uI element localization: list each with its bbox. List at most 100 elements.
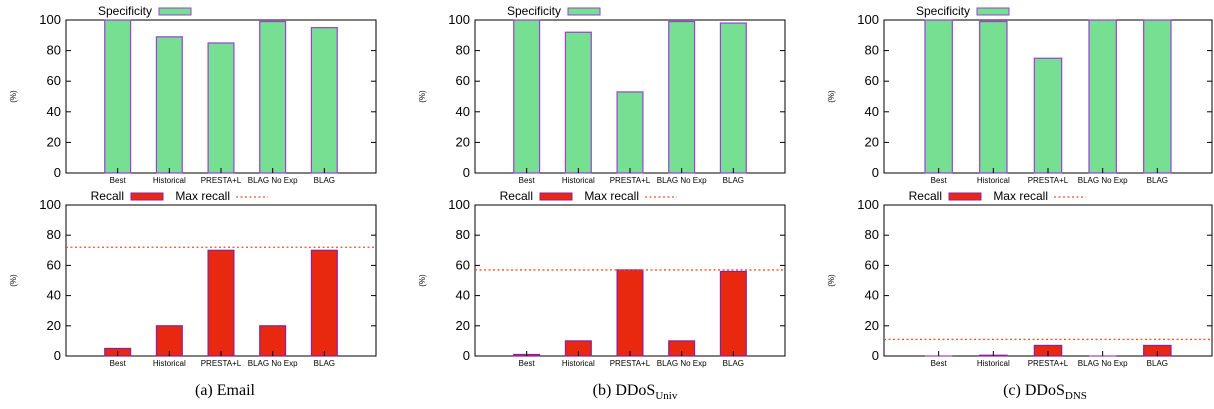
panel-c-bottom-legend-max-recall-label: Max recall: [993, 189, 1048, 203]
caption-b: (b) DDoSUniv: [470, 382, 800, 404]
panel-b-bottom-legend-recall-label: Recall: [500, 189, 533, 203]
panel-c-top-legend-specificity-label: Specificity: [916, 4, 970, 18]
panel-c-bottom-ytick-label-80: 80: [865, 227, 879, 242]
panel-c-top-ytick-label-40: 40: [865, 104, 879, 119]
panel-c-bottom-y-axis-label: (%): [827, 274, 836, 287]
panel-a-top-xtick-label-1: Historical: [153, 176, 186, 185]
panel-a-top: 0 20 40 60 80 100 (%) Best Historical PRESTA+L BLA…: [9, 4, 377, 185]
panel-b-top: 0 20 40 60 80 100 (%) Best Historical PRESTA+L BLA…: [418, 4, 786, 185]
panel-c-bottom-legend: Recall Max recall: [909, 189, 1086, 203]
panel-c-bottom-ytick-label-0: 0: [872, 348, 879, 363]
panel-c-top-bar-1: [979, 20, 1008, 174]
panel-a-bottom-ytick-label-40: 40: [47, 288, 61, 303]
caption-c-sub: DNS: [1064, 390, 1087, 403]
panel-c-top-bar-0: [924, 19, 953, 174]
panel-b-top-ytick-label-100: 100: [448, 12, 470, 27]
panel-c-bottom-ytick-label-20: 20: [865, 318, 879, 333]
panel-b-top-bar-0: [513, 19, 541, 174]
panel-c-bottom-xtick-label-3: BLAG No Exp: [1078, 359, 1128, 368]
caption-b-prefix: (b): [592, 382, 612, 399]
panel-c-bottom-ytick-label-100: 100: [857, 197, 879, 212]
panel-b-top-bar-1: [564, 31, 592, 174]
panel-a-bottom-xtick-label-4: BLAG: [314, 359, 335, 368]
panel-b-bottom-legend-recall-swatch: [539, 192, 573, 201]
panel-a-bottom-legend-recall-swatch: [130, 192, 164, 201]
panel-b-bottom-legend-max-recall-label: Max recall: [584, 189, 639, 203]
panel-a-bottom-y-axis-label: (%): [9, 274, 18, 287]
panel-c-top-ytick-label-100: 100: [857, 12, 879, 27]
panel-c-bottom-legend-recall-label: Recall: [909, 189, 942, 203]
panel-c-top-xtick-label-4: BLAG: [1147, 176, 1168, 185]
panel-b-top-legend-specificity-label: Specificity: [507, 4, 561, 18]
panel-c-top-xtick-label-2: PRESTA+L: [1028, 176, 1069, 185]
panel-a-bottom-xtick-label-3: BLAG No Exp: [248, 359, 298, 368]
panel-a-bottom-xtick-label-0: Best: [110, 359, 127, 368]
panel-a-bottom-ytick-label-80: 80: [47, 227, 61, 242]
panel-a-top-bar-4: [310, 27, 338, 174]
panel-c-top: 0 20 40 60 80 100 (%) Best Historical PRESTA+L BLA…: [827, 4, 1213, 185]
panel-a-top-bar-0: [104, 19, 132, 174]
panel-c-top-ytick-label-80: 80: [865, 43, 879, 58]
panel-c-top-xtick-label-3: BLAG No Exp: [1078, 176, 1128, 185]
panel-b-bottom-ytick-label-60: 60: [456, 257, 470, 272]
panel-a-top-bar-2: [207, 42, 235, 174]
panel-a-top-xtick-label-0: Best: [110, 176, 127, 185]
panel-c-bottom: 0 20 40 60 80 100 (%) Best Historical PRESTA+L BLA…: [827, 189, 1213, 368]
panel-a-bottom-bar-1: [155, 325, 183, 357]
panel-a-bottom-bar-4: [310, 249, 338, 357]
panel-b-top-ytick-label-20: 20: [456, 134, 470, 149]
panel-c-top-xtick-label-0: Best: [931, 176, 948, 185]
panel-b-bottom-ytick-label-20: 20: [456, 318, 470, 333]
panel-c-bottom-ytick-label-40: 40: [865, 288, 879, 303]
panel-a-top-ytick-label-80: 80: [47, 43, 61, 58]
panel-a-bottom-legend-recall-label: Recall: [91, 189, 124, 203]
caption-b-sub: Univ: [655, 390, 678, 403]
panel-b-top-ytick-label-40: 40: [456, 104, 470, 119]
panel-c-bottom-xtick-label-2: PRESTA+L: [1028, 359, 1069, 368]
panel-b-bottom-xtick-label-1: Historical: [562, 359, 595, 368]
panel-b-top-xtick-label-0: Best: [519, 176, 536, 185]
panel-c-top-bar-2: [1033, 57, 1063, 174]
panel-b-bottom-xtick-label-4: BLAG: [723, 359, 744, 368]
panel-b-top-ytick-label-0: 0: [463, 165, 470, 180]
caption-c-prefix: (c): [1003, 382, 1021, 399]
panel-c-top-bar-4: [1143, 19, 1172, 174]
panel-b-top-bar-4: [719, 22, 747, 174]
panel-c-bottom-plot-frame: [883, 204, 1213, 357]
panel-a-top-bar-1: [155, 36, 183, 174]
panel-a-top-y-axis-label: (%): [9, 90, 18, 103]
panel-b-bottom-bar-4: [719, 270, 747, 357]
panel-c-bottom-xtick-label-0: Best: [931, 359, 948, 368]
panel-b-bottom-ytick-label-100: 100: [448, 197, 470, 212]
panel-a-top-ytick-label-40: 40: [47, 104, 61, 119]
panel-a-bottom-xtick-label-1: Historical: [153, 359, 186, 368]
panel-b-bottom-ytick-label-0: 0: [463, 348, 470, 363]
panel-b-top-ytick-label-80: 80: [456, 43, 470, 58]
panel-b-top-bar-3: [668, 20, 696, 174]
caption-a-text: Email: [216, 382, 255, 399]
panel-b-bottom-xtick-label-0: Best: [519, 359, 536, 368]
panel-c-top-ytick-label-0: 0: [872, 165, 879, 180]
panel-a-top-xtick-label-3: BLAG No Exp: [248, 176, 298, 185]
panel-a-top-legend-specificity-label: Specificity: [98, 4, 152, 18]
panel-a-top-legend: Specificity: [98, 4, 192, 18]
panel-b-bottom-ytick-label-40: 40: [456, 288, 470, 303]
panel-a-bottom: 0 20 40 60 80 100 (%) Best Historical PRESTA+L BLA…: [9, 189, 377, 368]
panel-c-bottom-xtick-label-4: BLAG: [1147, 359, 1168, 368]
panel-a-bottom-ytick-label-60: 60: [47, 257, 61, 272]
panel-c-bottom-ytick-label-60: 60: [865, 257, 879, 272]
panel-c-top-legend: Specificity: [916, 4, 1010, 18]
panel-b-bottom-xtick-label-2: PRESTA+L: [610, 359, 651, 368]
panel-c-top-y-axis-label: (%): [827, 90, 836, 103]
panel-b-top-xtick-label-2: PRESTA+L: [610, 176, 651, 185]
panel-a-bottom-xtick-label-2: PRESTA+L: [201, 359, 242, 368]
panel-c-bottom-legend-recall-swatch: [948, 192, 982, 201]
panel-a-bottom-ytick-label-20: 20: [47, 318, 61, 333]
panel-b-top-legend-specificity-swatch: [567, 7, 601, 16]
panel-b-top-y-axis-label: (%): [418, 90, 427, 103]
panel-b-bottom-ytick-label-80: 80: [456, 227, 470, 242]
panel-c-top-bar-3: [1088, 19, 1117, 174]
panel-c-top-ytick-label-20: 20: [865, 134, 879, 149]
caption-b-text: DDoS: [615, 382, 656, 399]
